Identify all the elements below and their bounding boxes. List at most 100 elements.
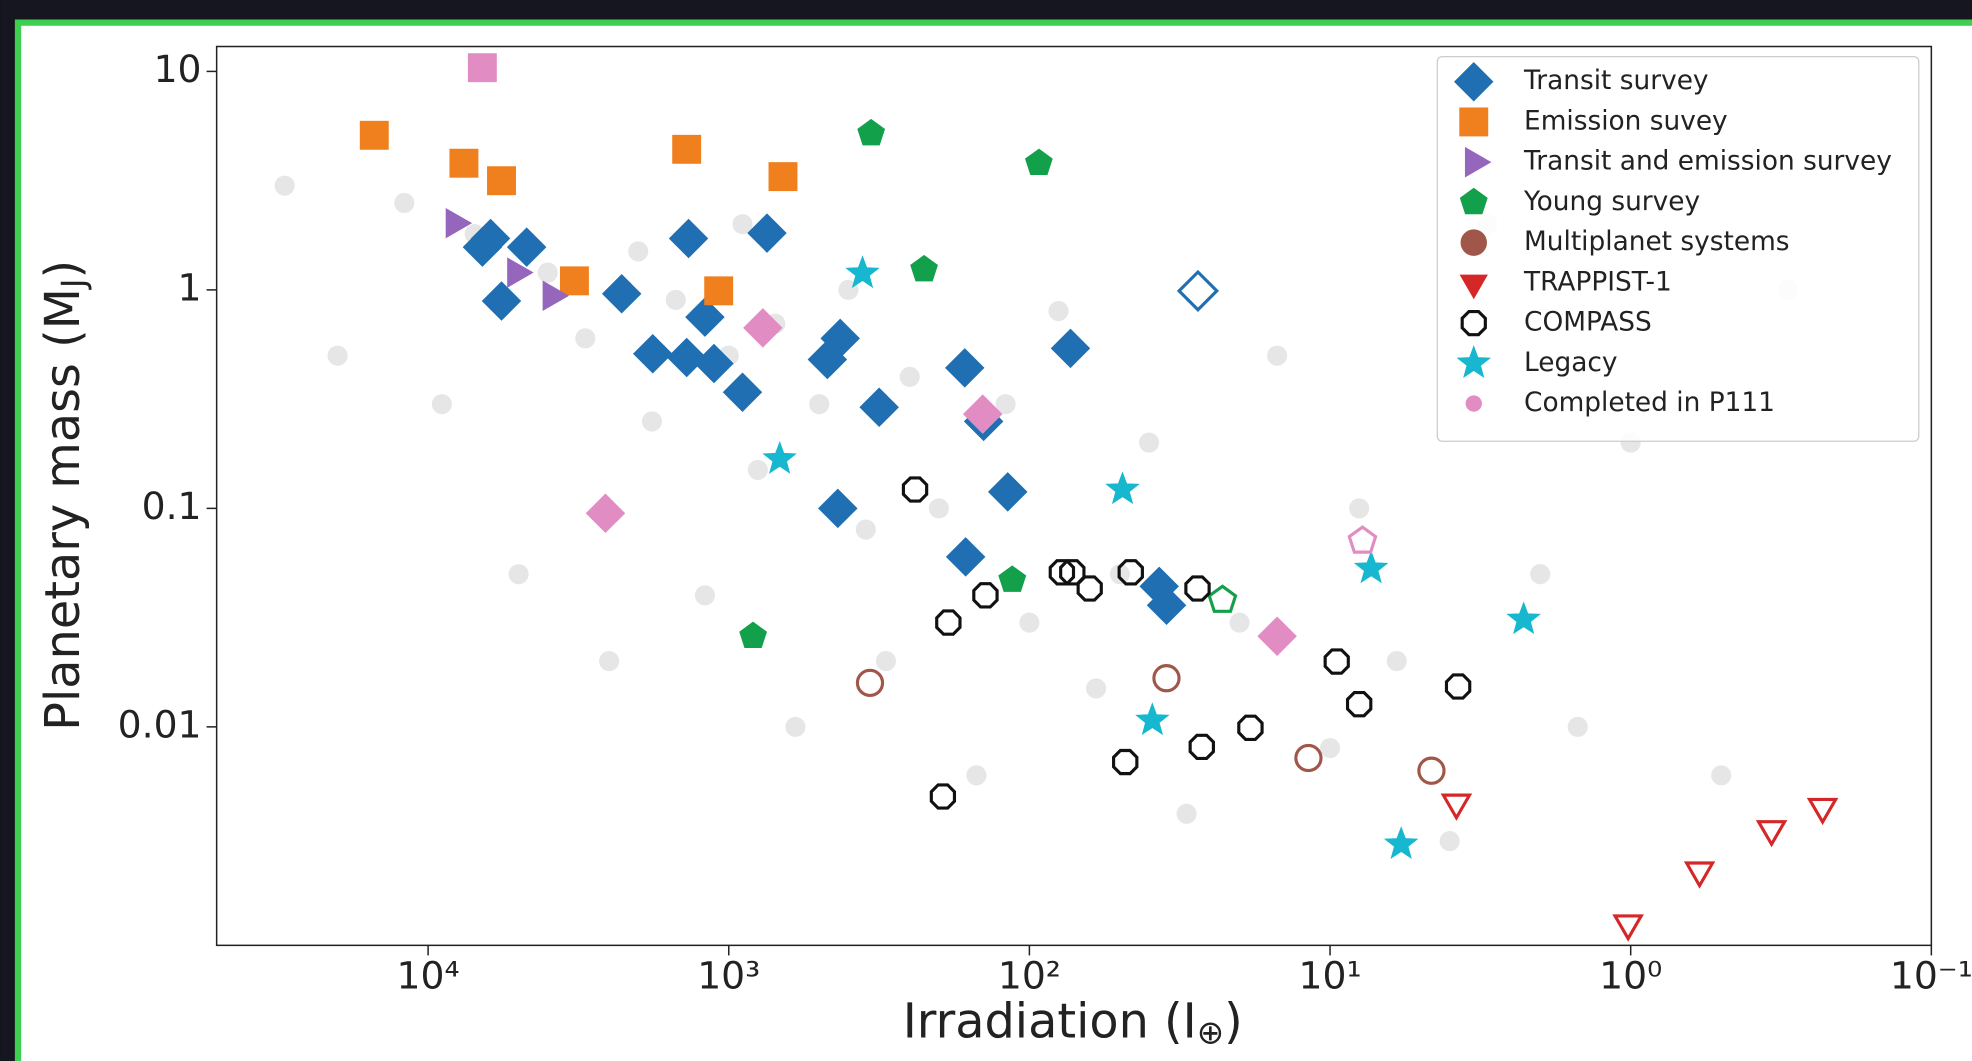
data-point xyxy=(506,227,547,267)
data-point xyxy=(962,394,1003,434)
data-point xyxy=(1383,826,1419,860)
data-point xyxy=(668,218,709,259)
data-point xyxy=(1184,575,1211,602)
data-point xyxy=(1112,748,1139,776)
legend-label: Transit survey xyxy=(1523,66,1709,96)
background-point xyxy=(1267,345,1288,366)
background-point xyxy=(641,411,663,432)
data-point xyxy=(857,118,886,146)
data-point xyxy=(945,537,986,577)
data-point xyxy=(585,493,626,534)
data-point xyxy=(1345,690,1373,718)
y-tick-label: 1 xyxy=(178,265,202,309)
legend-marker xyxy=(1459,274,1488,300)
data-point xyxy=(820,318,860,359)
x-tick-label: 10⁻¹ xyxy=(1890,954,1972,998)
data-point xyxy=(910,254,938,282)
data-point xyxy=(1117,559,1144,586)
legend-label: TRAPPIST-1 xyxy=(1523,267,1672,297)
data-point xyxy=(768,162,798,192)
data-point xyxy=(845,255,880,289)
legend-marker xyxy=(1460,309,1487,337)
data-point xyxy=(694,343,734,384)
legend-marker xyxy=(1465,395,1482,412)
data-point xyxy=(1417,756,1446,785)
legend-label: Multiplanet systems xyxy=(1524,227,1789,257)
data-point xyxy=(945,348,985,388)
legend-marker xyxy=(1456,345,1492,378)
background-point xyxy=(966,765,987,786)
legend-label: Emission suvey xyxy=(1524,106,1728,136)
background-point xyxy=(1567,716,1588,737)
data-point xyxy=(507,257,534,288)
background-point xyxy=(1319,737,1341,759)
data-point xyxy=(1294,743,1323,773)
background-point xyxy=(855,519,876,540)
data-point xyxy=(467,53,497,83)
data-point xyxy=(935,609,962,636)
data-point xyxy=(1059,559,1086,586)
data-point xyxy=(998,565,1027,592)
data-point xyxy=(972,582,999,609)
legend-marker xyxy=(1459,187,1488,215)
background-point xyxy=(575,328,596,349)
data-point xyxy=(481,281,522,321)
background-point xyxy=(508,564,529,585)
data-point xyxy=(666,337,707,378)
x-tick-label: 10³ xyxy=(697,954,760,998)
legend: Transit survey Emission suvey Transit and … xyxy=(1436,55,1920,442)
data-point xyxy=(601,274,642,314)
data-point xyxy=(672,134,702,164)
data-point xyxy=(704,276,734,306)
x-tick-label: 10¹ xyxy=(1298,954,1361,998)
legend-marker xyxy=(1460,229,1487,256)
data-point xyxy=(1444,673,1472,700)
background-point xyxy=(1711,765,1732,786)
data-point xyxy=(929,783,957,810)
data-point xyxy=(1050,328,1091,369)
background-point xyxy=(694,585,715,606)
data-point xyxy=(632,334,673,374)
background-point xyxy=(394,192,415,214)
background-point xyxy=(928,498,949,519)
data-point xyxy=(359,120,389,150)
y-tick-label: 0.01 xyxy=(118,702,202,746)
data-point xyxy=(747,213,787,253)
background-point xyxy=(995,394,1016,415)
data-point xyxy=(1076,575,1103,602)
legend-label: Transit and emission survey xyxy=(1523,147,1892,177)
data-point xyxy=(449,148,479,178)
data-point xyxy=(1152,664,1181,693)
data-point xyxy=(818,488,858,529)
legend-marker xyxy=(1454,61,1494,102)
data-point xyxy=(1353,550,1389,584)
legend-label: Completed in P111 xyxy=(1524,388,1775,418)
data-point xyxy=(1506,601,1541,635)
data-point xyxy=(487,166,516,196)
data-point xyxy=(762,440,797,474)
data-point xyxy=(1237,714,1264,742)
data-point xyxy=(1755,820,1788,848)
background-point xyxy=(899,366,920,387)
background-point xyxy=(1138,432,1160,453)
legend-label: COMPASS xyxy=(1524,308,1652,338)
data-point xyxy=(445,207,473,239)
data-point xyxy=(1146,585,1187,626)
data-point xyxy=(1440,793,1473,821)
background-point xyxy=(1019,612,1040,633)
data-point xyxy=(542,280,570,311)
background-point xyxy=(732,214,753,235)
data-point xyxy=(722,372,763,412)
data-point xyxy=(1024,148,1053,175)
x-tick-label: 10⁰ xyxy=(1599,954,1662,998)
background-point xyxy=(1530,564,1551,585)
data-point xyxy=(1806,797,1839,826)
legend-label: Legacy xyxy=(1524,348,1617,378)
background-point xyxy=(1048,301,1069,322)
data-point xyxy=(743,308,783,348)
legend-marker xyxy=(1464,146,1492,178)
data-point xyxy=(1347,525,1378,554)
background-point xyxy=(1349,498,1370,519)
data-point xyxy=(855,668,885,698)
